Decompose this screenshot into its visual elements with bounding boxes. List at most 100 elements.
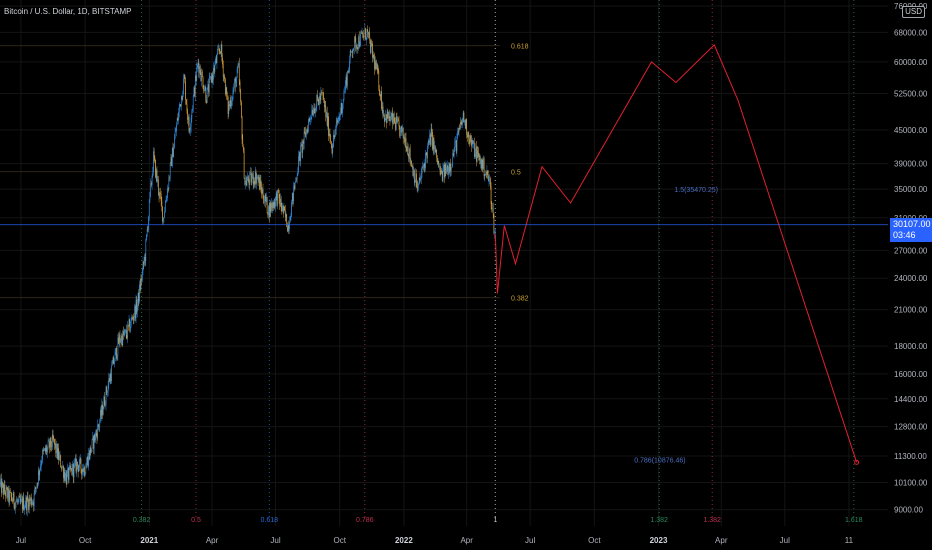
fib-time-label: 0.5 <box>191 517 201 524</box>
candle-body <box>467 134 468 138</box>
candle-body <box>245 180 246 185</box>
candle-body <box>266 196 267 202</box>
candle-body <box>153 151 155 158</box>
candle-body <box>356 44 358 49</box>
candle-body <box>411 161 412 167</box>
candle-body <box>192 95 194 109</box>
candle-body <box>289 221 290 230</box>
candle-body <box>419 177 421 180</box>
candle-body <box>17 500 18 502</box>
candle-body <box>287 224 289 232</box>
candle-body <box>76 461 78 472</box>
candle-body <box>372 43 373 58</box>
candle-body <box>196 67 198 81</box>
candle-body <box>241 101 242 118</box>
candle-body <box>459 127 461 129</box>
candle-body <box>152 172 154 177</box>
candle-body <box>396 116 398 122</box>
candle-body <box>444 164 446 178</box>
candle-body <box>159 192 161 197</box>
candle-body <box>266 196 268 214</box>
candle-body <box>216 54 218 64</box>
candle-body <box>355 37 357 49</box>
candle-body <box>437 157 438 164</box>
candle-body <box>264 194 266 202</box>
candle-body <box>247 176 248 181</box>
candle-body <box>484 175 486 177</box>
candle-body <box>227 96 228 98</box>
candle-body <box>149 192 151 200</box>
candle-body <box>371 42 373 44</box>
candle-body <box>186 104 188 112</box>
candle-body <box>472 140 474 144</box>
price-tick-label: 52500.00 <box>894 89 928 98</box>
time-axis[interactable]: Jul Oct 2021 Apr Jul Oct 2022 Apr Jul Oct 2023 Apr J… <box>16 536 854 545</box>
candle-body <box>494 231 496 233</box>
candle-body <box>261 189 263 194</box>
candle-body <box>19 497 21 503</box>
candle-body <box>428 141 430 143</box>
candle-body <box>346 76 348 87</box>
candle-body <box>239 81 241 92</box>
candle-body <box>200 73 202 81</box>
candle-body <box>146 234 147 240</box>
price-tick-label: 60000.00 <box>894 58 928 67</box>
candle-body <box>2 482 4 485</box>
candle-body <box>145 239 147 261</box>
candle-body <box>58 448 59 460</box>
price-tick-label: 10100.00 <box>894 478 928 487</box>
candle-body <box>141 270 143 280</box>
candle-body <box>297 172 299 176</box>
candle-body <box>254 171 256 185</box>
candle-body <box>492 208 493 210</box>
candle-body <box>29 498 31 501</box>
candle-body <box>187 111 188 121</box>
candle-body <box>195 75 197 81</box>
candle-body <box>205 87 207 101</box>
candle-body <box>273 202 274 208</box>
candle-body <box>416 173 417 187</box>
candle-body <box>30 497 32 501</box>
candle-body <box>173 147 175 158</box>
candle-body <box>367 31 369 34</box>
price-tick-label: 9000.00 <box>894 506 923 515</box>
candle-body <box>136 300 138 312</box>
candle-body <box>245 180 247 186</box>
candle-body <box>80 458 82 469</box>
candle-body <box>289 220 291 222</box>
candle-body <box>381 106 383 109</box>
candle-body <box>28 498 30 510</box>
candle-body <box>111 365 112 381</box>
candle-body <box>119 335 121 343</box>
candle-body <box>10 492 12 497</box>
candle-body <box>168 177 170 190</box>
candle-body <box>460 122 462 125</box>
candle-body <box>423 166 424 168</box>
candle-body <box>460 122 461 129</box>
candle-body <box>44 448 45 451</box>
candle-body <box>317 99 319 102</box>
candle-body <box>32 501 34 503</box>
candle-body <box>41 460 43 464</box>
candle-body <box>328 133 330 137</box>
candle-body <box>440 170 442 175</box>
candle-body <box>43 450 45 451</box>
candle-body <box>87 457 89 467</box>
candle-body <box>193 87 195 96</box>
candle-body <box>35 487 37 489</box>
candle-body <box>134 306 136 319</box>
candle-body <box>379 89 380 95</box>
candle-body <box>215 58 216 65</box>
candle-body <box>360 32 362 34</box>
candle-body <box>426 154 428 159</box>
candle-body <box>284 206 285 211</box>
candle-body <box>467 132 469 138</box>
candle-body <box>333 135 334 148</box>
candle-body <box>174 131 176 139</box>
currency-button[interactable]: USD <box>902 6 925 18</box>
candle-body <box>450 163 451 171</box>
time-tick-label: Jul <box>780 536 790 545</box>
candle-body <box>45 447 47 452</box>
candle-body <box>206 100 207 103</box>
